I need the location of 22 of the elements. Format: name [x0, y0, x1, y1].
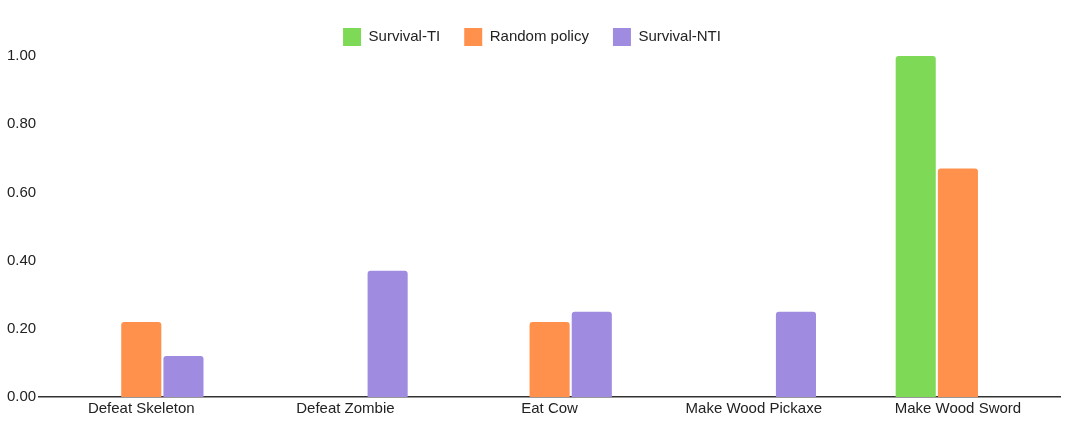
x-tick-label: Eat Cow	[521, 399, 579, 417]
y-tick-label: 0.20	[6, 318, 37, 336]
bar	[775, 311, 816, 397]
y-tick-label: 0.40	[6, 250, 37, 268]
bar	[529, 321, 570, 397]
bar	[571, 311, 612, 397]
legend-label: Random policy	[489, 27, 590, 45]
x-tick-label: Make Wood Sword	[894, 399, 1022, 417]
bar	[121, 321, 162, 397]
bar	[163, 356, 204, 397]
y-tick-label: 1.00	[6, 46, 37, 64]
bar	[367, 270, 408, 397]
x-tick-label: Defeat Zombie	[296, 399, 395, 417]
y-tick-label: 0.60	[6, 182, 37, 200]
bar	[895, 56, 936, 397]
x-tick-label: Defeat Skeleton	[87, 399, 195, 417]
legend-label: Survival-NTI	[638, 27, 721, 45]
bar	[937, 168, 978, 397]
y-tick-label: 0.00	[6, 387, 37, 405]
y-tick-label: 0.80	[6, 114, 37, 132]
x-tick-label: Make Wood Pickaxe	[685, 399, 822, 417]
legend-label: Survival-TI	[368, 27, 441, 45]
